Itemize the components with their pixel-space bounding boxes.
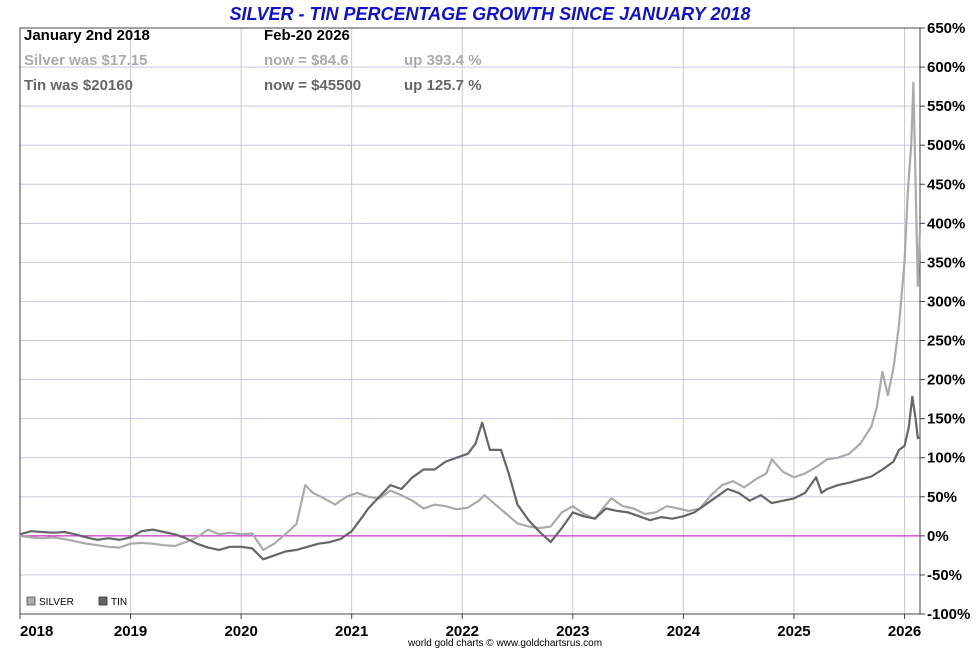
legend-label-silver: SILVER (39, 597, 74, 608)
x-tick-label: 2021 (335, 623, 368, 640)
start-date-label: January 2nd 2018 (24, 27, 150, 44)
plot-frame (19, 27, 921, 615)
legend-label-tin: TIN (111, 597, 127, 608)
legend: SILVER TIN (26, 596, 127, 608)
silver-now-label: now = $84.6 (264, 52, 349, 69)
y-tick-label: -100% (927, 606, 970, 623)
y-axis-ticks: -100% -50% 0% 50% 100% 150% 200% 250% 300% 350% 40… (920, 20, 970, 623)
y-tick-label: 350% (927, 254, 965, 271)
y-tick-label: 50% (927, 489, 957, 506)
x-axis-ticks: 2018 2019 2020 2021 2022 2023 2024 2025 2026 (19, 614, 921, 640)
legend-swatch-silver (26, 596, 36, 606)
silver-series-line (19, 81, 922, 552)
credit-text: world gold charts © www.goldchartsrus.co… (407, 638, 602, 649)
x-tick-label: 2026 (888, 623, 921, 640)
y-tick-label: 400% (927, 215, 965, 232)
x-tick-label: 2023 (556, 623, 589, 640)
x-tick-label: 2020 (224, 623, 257, 640)
x-tick-label: 2022 (446, 623, 479, 640)
x-tick-label: 2018 (20, 623, 53, 640)
grid (19, 27, 920, 615)
tin-series-line (19, 395, 921, 561)
y-tick-label: 600% (927, 59, 965, 76)
chart-title: SILVER - TIN PERCENTAGE GROWTH SINCE JAN… (229, 4, 750, 24)
end-date-label: Feb-20 2026 (264, 27, 350, 44)
y-tick-label: 450% (927, 176, 965, 193)
y-tick-label: 650% (927, 20, 965, 37)
y-tick-label: 150% (927, 411, 965, 428)
x-tick-label: 2019 (114, 623, 147, 640)
tin-now-label: now = $45500 (264, 77, 361, 94)
silver-was-label: Silver was $17.15 (24, 52, 147, 69)
x-tick-label: 2024 (667, 623, 701, 640)
x-tick-label: 2025 (777, 623, 810, 640)
y-tick-label: 550% (927, 98, 965, 115)
y-tick-label: 250% (927, 333, 965, 350)
y-tick-label: 500% (927, 137, 965, 154)
y-tick-label: -50% (927, 567, 962, 584)
y-tick-label: 100% (927, 450, 965, 467)
y-tick-label: 0% (927, 528, 949, 545)
y-tick-label: 300% (927, 293, 965, 310)
tin-up-label: up 125.7 % (404, 77, 482, 94)
y-tick-label: 200% (927, 372, 965, 389)
legend-swatch-tin (98, 596, 108, 606)
silver-up-label: up 393.4 % (404, 52, 482, 69)
tin-was-label: Tin was $20160 (24, 77, 133, 94)
